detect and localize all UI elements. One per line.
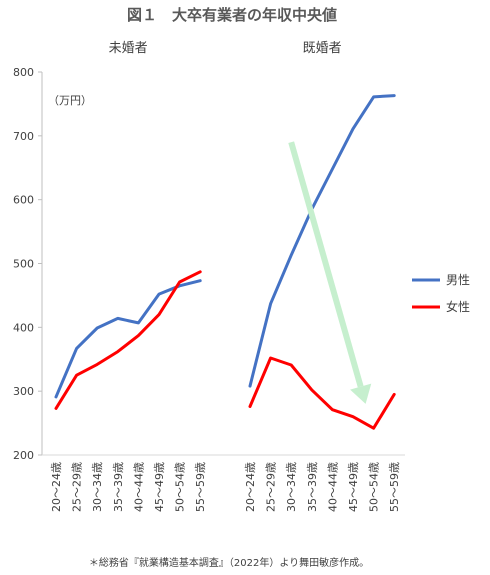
- y-axis: 200 300 400 500 600 700 800: [13, 66, 405, 462]
- x-tick-label: 20～24歳: [50, 462, 63, 512]
- x-tick-label: 50～54歳: [368, 462, 381, 512]
- x-tick-label: 20～24歳: [244, 462, 257, 512]
- x-tick-label: 45～49歳: [347, 462, 360, 512]
- x-tick-label: 40～44歳: [132, 462, 145, 512]
- x-tick-label: 50～54歳: [174, 462, 187, 512]
- series-line-female: [54, 270, 202, 410]
- y-tick-label: 200: [13, 449, 34, 462]
- panel-title: 既婚者: [303, 41, 342, 56]
- y-tick-label: 500: [13, 258, 34, 271]
- y-tick-label: 600: [13, 194, 34, 207]
- x-tick-label: 35～39歳: [306, 462, 319, 512]
- y-tick-label: 400: [13, 321, 34, 334]
- plot-area: 未婚者 20～24歳 25～29歳 30～34歳 35～39歳 40～44歳 45～49歳 5…: [50, 41, 401, 512]
- panel-title: 未婚者: [109, 41, 148, 56]
- x-tick-label: 35～39歳: [112, 462, 125, 512]
- x-tick-label: 45～49歳: [153, 462, 166, 512]
- trend-arrow-shaft: [288, 141, 364, 388]
- legend-label-female: 女性: [446, 299, 470, 314]
- x-tick-label: 30～34歳: [285, 462, 298, 512]
- x-tick-label: 25～29歳: [265, 462, 278, 512]
- x-tick-label: 40～44歳: [326, 462, 339, 512]
- panel-2: 既婚者 20～24歳 25～29歳 30～34歳 35～39歳 40～44歳 45～49歳 5…: [244, 41, 401, 512]
- legend-label-male: 男性: [446, 273, 470, 287]
- y-tick-label: 700: [13, 130, 34, 143]
- x-tick-label: 25～29歳: [71, 462, 84, 512]
- unit-label: （万円）: [48, 94, 92, 107]
- y-tick-label: 300: [13, 385, 34, 398]
- series-line-male: [54, 279, 202, 399]
- chart-title: 図１ 大卒有業者の年収中央値: [127, 6, 337, 24]
- x-tick-label: 55～59歳: [388, 462, 401, 512]
- x-tick-label: 30～34歳: [91, 462, 104, 512]
- source-note: ＊総務省『就業構造基本調査』（2022年）より舞田敏彦作成。: [89, 556, 369, 569]
- series-line-male: [248, 94, 396, 388]
- y-tick-label: 800: [13, 66, 34, 79]
- series-line-female: [248, 356, 396, 430]
- trend-arrow-head: [350, 383, 372, 404]
- panel-1: 未婚者 20～24歳 25～29歳 30～34歳 35～39歳 40～44歳 45～49歳 5…: [50, 41, 207, 512]
- x-tick-label: 55～59歳: [194, 462, 207, 512]
